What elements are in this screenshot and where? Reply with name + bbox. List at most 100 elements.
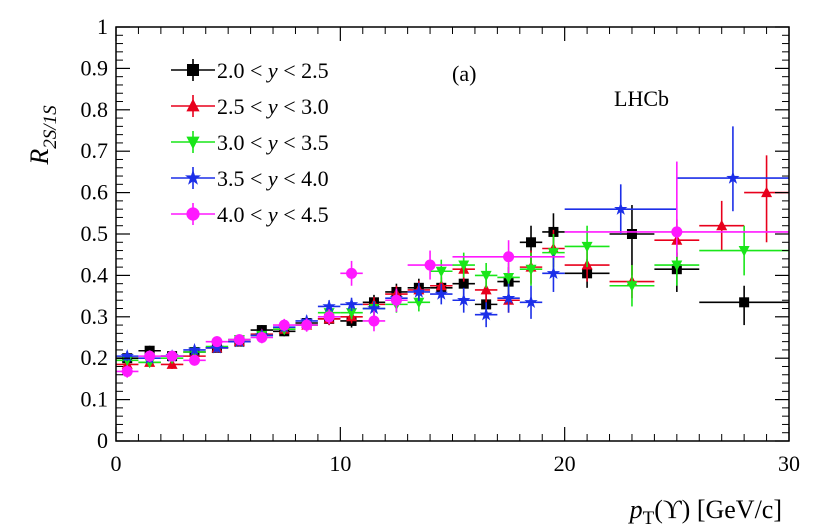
svg-text:R2S/1S: R2S/1S <box>25 105 61 166</box>
y-axis-title-main: R <box>25 149 54 166</box>
y-tick-label: 0.4 <box>81 262 109 287</box>
point-marker <box>457 293 471 306</box>
legend-marker <box>186 98 200 112</box>
y-tick-label: 0.7 <box>81 138 109 163</box>
point-marker <box>120 349 134 362</box>
point-marker <box>726 171 740 184</box>
data-point <box>340 260 363 286</box>
point-marker <box>626 229 637 239</box>
data-point <box>116 365 139 378</box>
point-marker <box>344 297 359 311</box>
legend-label: 4.0 < y < 4.5 <box>217 202 329 227</box>
data-point <box>183 342 206 356</box>
legend-entry: 3.0 < y < 3.5 <box>171 130 329 155</box>
point-marker <box>546 266 561 279</box>
data-point <box>744 155 789 243</box>
point-marker <box>626 281 638 292</box>
legend-entry: 2.0 < y < 2.5 <box>171 58 329 83</box>
point-marker <box>368 315 380 327</box>
point-marker <box>480 283 492 295</box>
point-marker <box>367 301 381 315</box>
legend-marker <box>185 169 201 185</box>
point-marker <box>501 291 516 304</box>
plot-frame <box>115 26 790 442</box>
data-point <box>385 288 408 312</box>
point-marker <box>434 287 448 300</box>
data-point <box>205 336 229 348</box>
data-point <box>183 354 206 366</box>
y-tick-label: 0.2 <box>81 345 109 370</box>
point-marker <box>412 284 426 298</box>
point-marker <box>761 186 773 198</box>
y-tick-label: 0.1 <box>81 387 109 412</box>
data-point <box>295 318 318 332</box>
point-marker <box>435 266 447 278</box>
legend-marker <box>187 64 199 76</box>
x-axis-title-main: p <box>628 495 643 524</box>
point-marker <box>738 246 750 257</box>
point-marker <box>390 294 402 306</box>
x-tick-label: 10 <box>329 451 351 476</box>
legend-marker <box>186 136 200 150</box>
data-point <box>676 126 789 212</box>
data-point <box>228 334 251 346</box>
x-axis-title-rest: (ϒ) [GeV/c] <box>654 495 782 524</box>
legend-label: 2.0 < y < 2.5 <box>217 58 329 83</box>
y-tick-label: 0.3 <box>81 304 109 329</box>
data-point <box>474 302 498 328</box>
data-point <box>564 184 677 234</box>
y-tick-label: 0.6 <box>81 180 109 205</box>
data-point <box>430 259 453 283</box>
point-marker <box>503 251 515 263</box>
y-tick-label: 0.5 <box>81 221 109 246</box>
y-tick-label: 0.8 <box>81 97 109 122</box>
panel-label: (a) <box>452 61 476 86</box>
data-layer <box>116 126 789 378</box>
legend-marker <box>186 207 200 221</box>
point-marker <box>716 219 728 231</box>
legend: 2.0 < y < 2.5 2.5 < y < 3.0 3.0 < y < 3.5 3… <box>171 58 329 227</box>
data-point <box>564 161 789 257</box>
point-marker <box>503 272 515 284</box>
data-point <box>519 252 543 286</box>
point-marker <box>614 202 628 215</box>
point-marker <box>480 270 492 282</box>
point-marker <box>144 350 156 362</box>
legend-entry: 3.5 < y < 4.0 <box>171 166 329 191</box>
y-tick-label: 0.9 <box>81 55 109 80</box>
data-point <box>273 318 296 332</box>
data-point <box>609 205 655 276</box>
data-point <box>317 309 341 325</box>
data-point <box>362 310 386 332</box>
data-point <box>407 250 453 280</box>
point-marker <box>524 295 538 308</box>
point-marker <box>278 319 290 331</box>
point-marker <box>581 241 593 253</box>
data-point <box>452 287 475 313</box>
point-marker <box>525 264 537 276</box>
point-marker <box>166 350 178 362</box>
legend-entry: 4.0 < y < 4.5 <box>171 202 329 227</box>
point-marker <box>211 336 223 348</box>
point-marker <box>547 248 559 259</box>
x-tick-label: 30 <box>778 451 800 476</box>
data-point <box>699 225 789 276</box>
point-marker <box>322 299 336 313</box>
data-point <box>430 283 453 305</box>
point-marker <box>458 260 470 272</box>
point-marker <box>479 307 493 321</box>
x-tick-label: 0 <box>111 451 122 476</box>
y-axis-title-sub: 2S/1S <box>40 105 61 149</box>
data-point <box>519 285 543 319</box>
point-marker <box>121 365 133 377</box>
x-tick-label: 20 <box>554 451 576 476</box>
point-marker <box>458 278 469 289</box>
point-marker <box>671 260 683 272</box>
point-marker <box>256 332 268 343</box>
data-point <box>474 262 498 288</box>
point-marker <box>189 354 201 366</box>
point-marker <box>346 308 358 319</box>
experiment-label: LHCb <box>614 86 669 111</box>
data-point <box>609 265 655 307</box>
